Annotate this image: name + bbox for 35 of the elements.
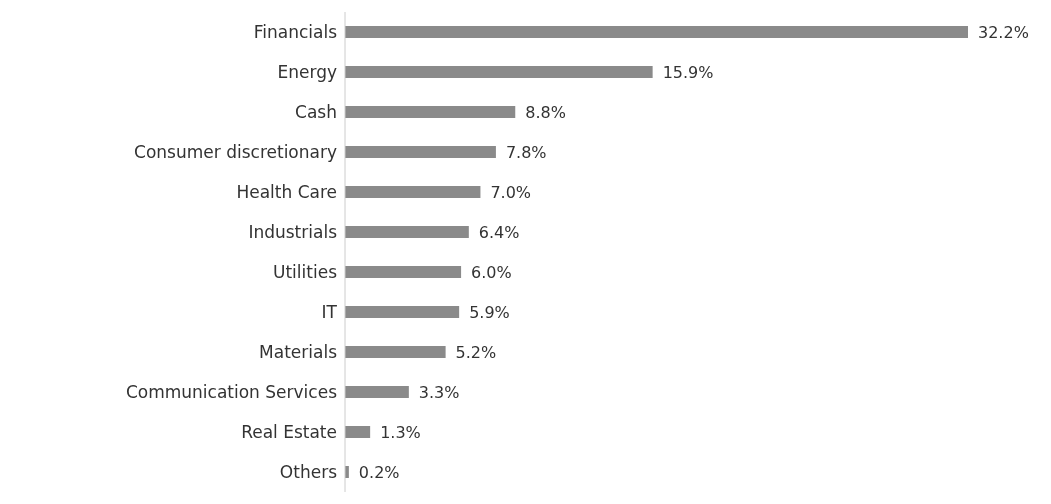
y-tick-label: IT <box>321 302 338 323</box>
bar <box>345 346 446 358</box>
bar <box>345 426 371 438</box>
data-label: 6.4% <box>478 222 520 242</box>
data-label: 15.9% <box>662 62 714 82</box>
y-tick-label: Materials <box>259 342 338 363</box>
data-label: 8.8% <box>525 102 566 122</box>
data-label: 32.2% <box>978 22 1029 42</box>
bar <box>345 106 516 118</box>
y-tick-label: Real Estate <box>241 422 337 443</box>
bar <box>345 266 462 278</box>
bar <box>345 146 496 158</box>
data-label: 3.3% <box>418 382 460 402</box>
bar <box>345 186 481 198</box>
data-label: 5.2% <box>455 342 497 362</box>
data-label: 7.0% <box>490 182 532 202</box>
bar <box>345 306 460 318</box>
y-tick-label: Communication Services <box>125 382 338 403</box>
data-label: 5.9% <box>469 302 510 322</box>
y-tick-label: Financials <box>253 22 338 43</box>
bar <box>345 226 469 238</box>
y-tick-label: Industrials <box>248 222 338 243</box>
y-tick-label: Cash <box>295 102 337 123</box>
bar <box>345 386 409 398</box>
data-label: 0.2% <box>358 462 400 482</box>
y-tick-label: Health Care <box>236 182 337 203</box>
data-label: 6.0% <box>471 262 512 282</box>
y-tick-label: Utilities <box>273 262 338 283</box>
data-label: 7.8% <box>505 142 547 162</box>
y-tick-label: Energy <box>277 62 337 83</box>
y-tick-label: Others <box>279 462 338 483</box>
bar <box>345 26 968 38</box>
bar <box>345 66 653 78</box>
data-label: 1.3% <box>380 422 421 442</box>
y-tick-label: Consumer discretionary <box>134 142 337 163</box>
